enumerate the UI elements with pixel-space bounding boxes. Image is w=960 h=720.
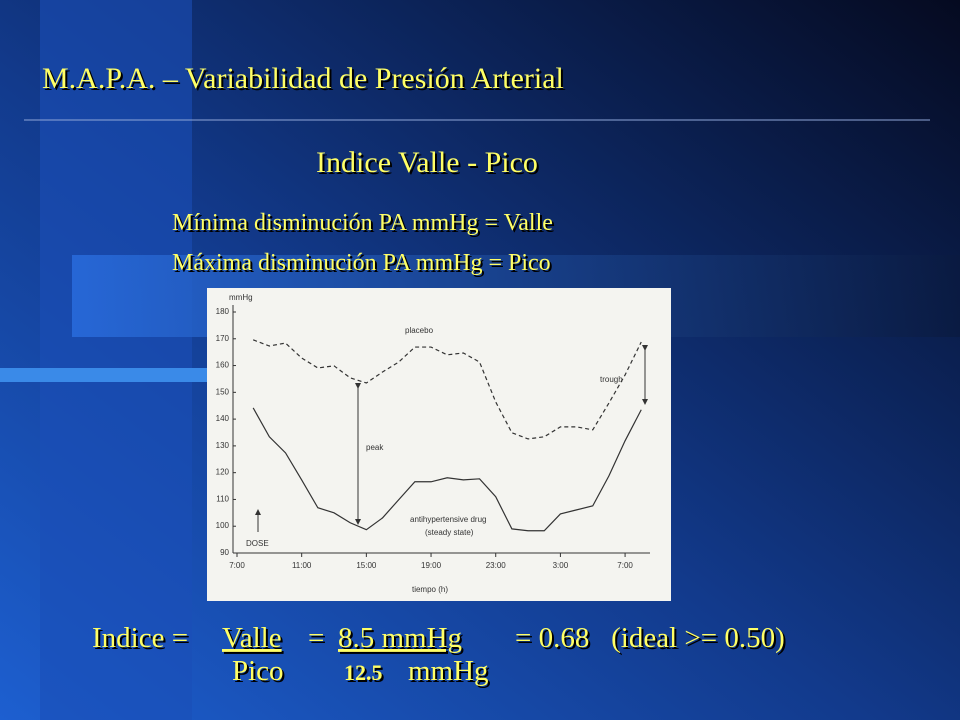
x-tick-label: 19:00 <box>421 561 442 570</box>
annotation: (steady state) <box>425 528 474 537</box>
x-tick-label: 23:00 <box>486 561 507 570</box>
formula-result: = 0.68 (ideal >= 0.50) <box>515 622 785 654</box>
formula: Indice = Valle = 8.5 mmHg = 0.68 (ideal … <box>92 622 785 687</box>
y-tick-label: 90 <box>220 548 229 557</box>
y-tick-label: 140 <box>216 414 230 423</box>
formula-equals: = <box>308 622 324 654</box>
y-axis-label: mmHg <box>229 293 253 302</box>
y-tick-label: 130 <box>216 441 230 450</box>
background-strip <box>40 0 192 720</box>
annotation: antihypertensive drug <box>410 515 487 524</box>
y-tick-label: 180 <box>216 307 230 316</box>
formula-denominator-unit: mmHg <box>408 655 489 687</box>
y-tick-label: 110 <box>216 494 229 503</box>
background-bar <box>0 368 215 382</box>
subtitle: Indice Valle - Pico <box>316 146 538 179</box>
x-tick-label: 11:00 <box>292 561 312 570</box>
y-tick-label: 100 <box>216 521 230 530</box>
y-tick-label: 160 <box>216 361 230 370</box>
annotation: placebo <box>405 326 434 335</box>
chart-background <box>207 288 671 601</box>
title: M.A.P.A. – Variabilidad de Presión Arter… <box>42 62 564 95</box>
y-tick-label: 170 <box>216 334 230 343</box>
annotation: trough <box>600 375 623 384</box>
definition: Mínima disminución PA mmHg = Valle <box>172 210 553 236</box>
formula-lead: Indice = <box>92 622 188 654</box>
y-tick-label: 150 <box>216 387 230 396</box>
x-axis-label: tiempo (h) <box>412 585 448 594</box>
x-tick-label: 7:00 <box>229 561 245 570</box>
formula-numerator: Valle <box>222 622 282 654</box>
chart: mmHg tiempo (h) placebo trough peak anti… <box>207 288 671 601</box>
y-tick-label: 120 <box>216 468 230 477</box>
series-line <box>252 407 642 532</box>
formula-denominator: Pico <box>232 655 284 687</box>
x-tick-label: 3:00 <box>553 561 569 570</box>
formula-denominator-value: 12.5 <box>344 660 383 685</box>
annotation: peak <box>366 443 384 452</box>
definition: Máxima disminución PA mmHg = Pico <box>172 250 551 276</box>
x-tick-label: 15:00 <box>356 561 377 570</box>
annotation: DOSE <box>246 539 269 548</box>
formula-numerator-value: 8.5 mmHg <box>338 622 462 654</box>
x-tick-label: 7:00 <box>617 561 633 570</box>
